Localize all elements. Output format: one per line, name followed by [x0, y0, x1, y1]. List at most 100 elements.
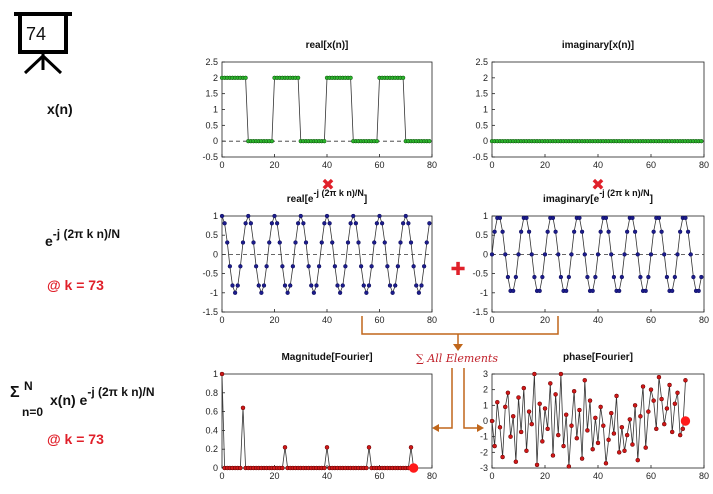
- series-line: [491, 217, 702, 292]
- data-point: [316, 264, 322, 269]
- plot-title: Magnitude[Fourier]: [281, 352, 372, 363]
- data-point: [625, 229, 630, 234]
- data-point: [374, 221, 380, 226]
- data-point: [558, 274, 564, 280]
- data-point: [513, 459, 519, 464]
- data-point: [240, 240, 246, 245]
- data-point: [675, 390, 680, 396]
- y-tick-label: 0: [483, 416, 488, 426]
- sum-body: x(n) e: [50, 392, 88, 408]
- x-tick-label: 0: [489, 471, 494, 481]
- multiply-icon: ✖: [591, 175, 604, 194]
- plot-title-close: ]: [650, 194, 653, 205]
- data-point: [282, 283, 288, 288]
- data-point: [251, 240, 256, 245]
- data-point: [267, 240, 272, 245]
- y-tick-label: 0.4: [205, 425, 218, 435]
- data-point: [272, 213, 277, 219]
- y-tick-label: 1: [213, 211, 218, 221]
- label-at-k-1: @ k = 73: [47, 277, 104, 293]
- data-point: [590, 288, 595, 294]
- data-point: [529, 252, 534, 257]
- data-point: [369, 264, 374, 269]
- y-tick-label: -3: [480, 463, 488, 473]
- y-tick-label: -1.5: [472, 307, 488, 317]
- plot-title: imaginary[x(n)]: [562, 40, 634, 51]
- x-tick-label: 60: [374, 471, 384, 481]
- data-point: [659, 229, 664, 234]
- data-point: [400, 221, 406, 226]
- data-point: [638, 414, 643, 419]
- data-point: [664, 274, 670, 280]
- plot-magnitude: Magnitude[Fourier] 0 20 40 60 80 0 0.2 0.4 0.6 0.8…: [205, 352, 437, 481]
- x-tick-label: 0: [219, 160, 224, 170]
- y-tick-label: 0.5: [205, 120, 218, 130]
- data-point: [489, 252, 495, 257]
- x-tick-label: 0: [489, 315, 494, 325]
- data-point: [222, 221, 227, 226]
- data-point: [280, 465, 285, 471]
- sum-lower: n=0: [22, 405, 43, 419]
- data-point: [564, 288, 569, 294]
- data-point: [511, 288, 516, 294]
- data-point: [651, 398, 656, 403]
- data-point: [240, 405, 246, 411]
- data-point: [319, 240, 324, 245]
- data-point: [492, 229, 497, 234]
- data-point: [675, 252, 680, 257]
- plot-title: real[e-j (2π k n)/N]: [287, 188, 367, 205]
- data-point: [545, 426, 550, 432]
- y-tick-label: -0.5: [472, 152, 488, 162]
- data-point: [556, 432, 561, 438]
- data-point: [505, 274, 511, 280]
- data-point: [366, 445, 372, 450]
- data-point: [303, 240, 309, 245]
- data-point: [427, 221, 432, 226]
- data-point: [387, 283, 393, 288]
- data-point: [306, 264, 311, 269]
- data-point: [632, 403, 638, 408]
- data-point: [516, 395, 521, 400]
- plot-imag-x: imaginary[x(n)]0 20 40 60 80-0.500.511.522.5: [472, 40, 709, 170]
- data-point: [577, 215, 582, 221]
- x-tick-label: 40: [593, 471, 603, 481]
- data-point: [622, 252, 627, 257]
- data-point: [424, 240, 429, 245]
- data-point: [550, 453, 556, 458]
- y-tick-label: 0.5: [475, 230, 488, 240]
- data-point: [421, 264, 427, 269]
- y-tick-label: 1: [483, 105, 488, 115]
- data-point: [638, 274, 643, 280]
- data-point: [492, 443, 497, 449]
- y-tick-label: 0.2: [205, 444, 218, 454]
- data-point: [691, 274, 696, 280]
- data-point: [550, 215, 556, 221]
- data-point: [519, 229, 524, 234]
- label-dft-sum: Σ N n=0 x(n) e-j (2π k n)/N: [10, 379, 155, 419]
- x-tick-label: 80: [699, 160, 709, 170]
- data-point: [246, 213, 251, 219]
- data-point: [683, 378, 688, 383]
- data-point: [609, 410, 614, 416]
- data-point: [569, 252, 574, 257]
- y-tick-label: 2: [213, 73, 218, 83]
- svg-text:e-j (2π k n)/N: e-j (2π k n)/N: [45, 227, 120, 249]
- data-point: [497, 215, 503, 221]
- data-point: [617, 288, 622, 294]
- data-point: [593, 274, 598, 280]
- data-point: [327, 221, 332, 226]
- x-tick-label: 20: [269, 315, 279, 325]
- data-point: [537, 401, 542, 407]
- data-point: [243, 221, 248, 226]
- x-tick-label: 0: [219, 315, 224, 325]
- data-point: [609, 252, 614, 257]
- data-point: [643, 288, 648, 294]
- y-tick-label: 1: [483, 211, 488, 221]
- data-point: [332, 264, 338, 269]
- data-point: [595, 252, 601, 257]
- data-point: [219, 213, 225, 219]
- data-point: [662, 421, 667, 427]
- data-point: [516, 252, 521, 257]
- data-point: [595, 440, 601, 446]
- data-point: [532, 274, 537, 280]
